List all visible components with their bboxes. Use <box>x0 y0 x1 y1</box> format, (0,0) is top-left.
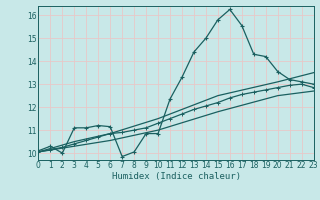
X-axis label: Humidex (Indice chaleur): Humidex (Indice chaleur) <box>111 172 241 181</box>
